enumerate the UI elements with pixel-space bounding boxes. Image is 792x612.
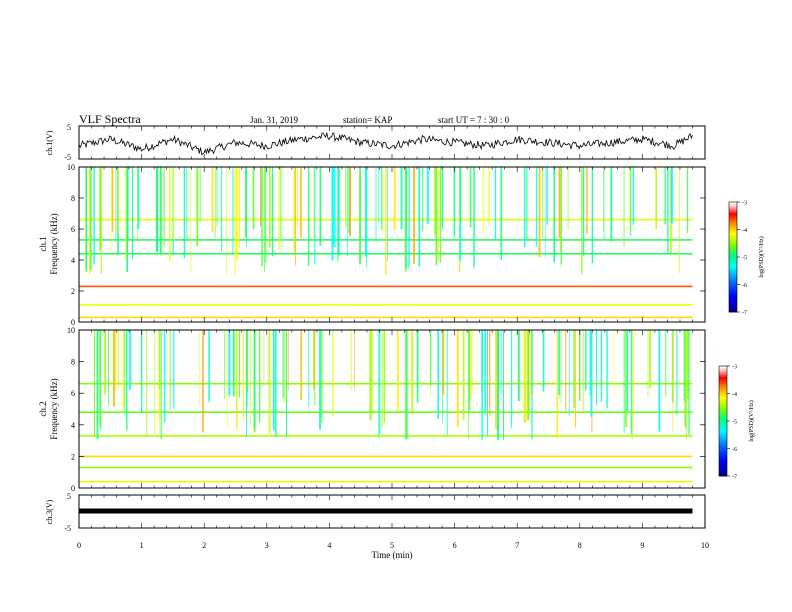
panel-ch1-waveform: 5 -5 ch.1(V)	[45, 123, 706, 162]
ch1-ylabel: ch.1(V)	[45, 130, 54, 155]
ch1-waveform-trace	[78, 131, 693, 156]
spec1-background	[79, 167, 705, 322]
figure-title: VLF Spectra	[79, 112, 141, 126]
spec1-heatmap	[79, 167, 705, 322]
station-label: station= KAP	[343, 115, 392, 125]
date-label: Jan. 31, 2019	[250, 115, 298, 125]
start-time-label: start UT = 7 : 30 : 0	[438, 115, 510, 125]
ch1-ytick-neg5: -5	[64, 153, 71, 162]
ch1-xticks	[78, 126, 706, 159]
ch1-ytick-5: 5	[67, 123, 71, 132]
